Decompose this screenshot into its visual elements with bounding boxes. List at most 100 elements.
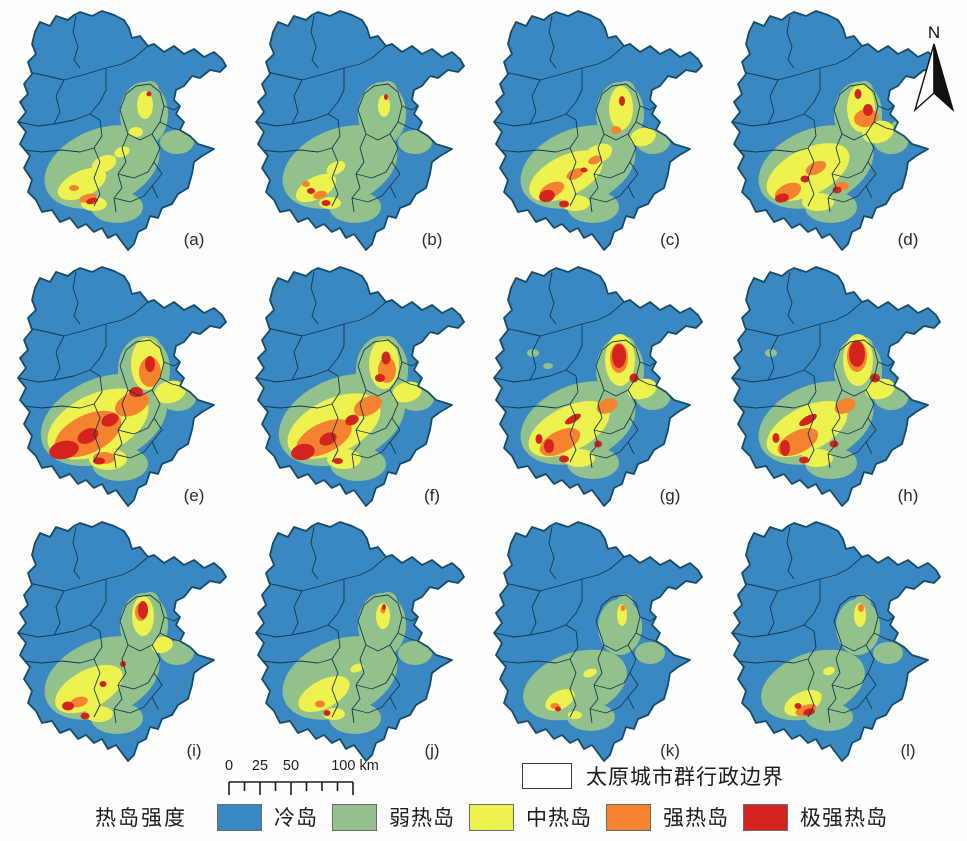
region-outline — [731, 10, 941, 251]
heat-layer-red — [86, 91, 152, 205]
map-panel-f: (f) — [240, 258, 478, 512]
inner-boundaries — [732, 271, 895, 469]
heat-layers — [732, 271, 908, 479]
region-outline — [17, 266, 227, 507]
panel-label-b: (b) — [422, 230, 443, 249]
map-panel-g: (g) — [478, 258, 716, 512]
scale-tick-0: 0 — [225, 758, 233, 774]
map-panel-c: (c) — [478, 2, 716, 256]
heat-blob — [583, 668, 597, 678]
scale-tick-50: 50 — [283, 758, 299, 774]
heat-blob — [794, 703, 802, 709]
heat-blob — [619, 96, 625, 106]
heat-layer-red — [49, 356, 155, 465]
heat-blob — [539, 189, 555, 203]
heat-layers — [256, 271, 434, 481]
heat-blob — [398, 130, 432, 154]
heat-layers — [18, 526, 194, 734]
heat-blob — [114, 146, 130, 158]
north-arrow-right-half — [933, 43, 955, 113]
legend-entry-weak-heat-island: 弱热岛 — [318, 802, 455, 832]
heat-blob — [765, 349, 777, 357]
heat-blob — [86, 197, 98, 205]
heat-layer-red — [772, 341, 880, 464]
heat-island-legend: 热岛强度 冷岛 弱热岛 中热岛 强热岛 极强热岛 — [95, 800, 888, 834]
heat-blob — [862, 120, 894, 144]
region-outline — [493, 266, 703, 507]
map-svg-h: (h) — [731, 266, 941, 507]
heat-blob — [77, 428, 99, 444]
inner-boundaries — [494, 15, 657, 213]
map-svg-j: (j) — [255, 521, 465, 762]
inner-boundaries — [256, 526, 419, 724]
heat-blob — [93, 457, 105, 465]
heat-blob — [398, 641, 432, 665]
map-svg-a: (a) — [17, 10, 227, 251]
heat-blob — [307, 188, 315, 194]
region-outline — [493, 10, 703, 251]
heat-blob — [295, 173, 337, 203]
heat-blob — [620, 605, 626, 611]
heat-blob — [609, 86, 633, 130]
heat-blob — [588, 155, 602, 165]
panel-label-i: (i) — [186, 741, 201, 760]
panel-label-h: (h) — [898, 486, 919, 505]
heat-blob — [801, 449, 833, 467]
legend-entry-extreme-heat-island: 极强热岛 — [729, 802, 888, 832]
inner-boundaries — [18, 271, 181, 469]
panel-label-g: (g) — [660, 486, 681, 505]
region-outline — [731, 521, 941, 762]
inner-boundaries — [256, 15, 419, 213]
legend-label-extreme-heat-island: 极强热岛 — [800, 807, 888, 830]
heat-layer-red — [539, 96, 625, 208]
heat-blob — [780, 440, 790, 456]
map-svg-i: (i) — [17, 521, 227, 762]
panel-label-d: (d) — [898, 230, 919, 249]
heat-blob — [854, 89, 862, 99]
heat-blob — [323, 710, 331, 716]
region-outline — [731, 266, 941, 507]
map-svg-d: (d) — [731, 10, 941, 251]
legend-entry-cold-island: 冷岛 — [203, 802, 318, 832]
heat-blob — [382, 604, 386, 610]
map-svg-g: (g) — [493, 266, 703, 507]
heat-blob — [627, 378, 657, 400]
heat-layer-orange — [302, 181, 327, 200]
scale-bar: 0 25 50 100 km — [225, 758, 379, 795]
panel-label-e: (e) — [184, 486, 205, 505]
heat-blob — [580, 167, 588, 173]
heat-layers — [732, 15, 915, 223]
inner-boundaries — [18, 15, 181, 213]
heat-layer-red — [323, 604, 386, 716]
region-outline — [255, 266, 465, 507]
heat-blob — [151, 636, 173, 654]
heat-blob — [145, 356, 155, 372]
scale-bar-line — [228, 781, 354, 795]
map-panel-l: (l) — [716, 513, 954, 767]
region-outline — [255, 10, 465, 251]
heat-blob — [611, 126, 621, 134]
heat-blob — [873, 642, 903, 664]
heat-blob — [345, 414, 359, 426]
heat-blob — [99, 681, 107, 687]
heat-blob — [596, 398, 618, 414]
legend-label-cold-island: 冷岛 — [274, 807, 318, 830]
heat-blob — [823, 666, 835, 676]
panel-label-a: (a) — [184, 230, 205, 249]
heat-blob — [800, 175, 810, 183]
heat-blob — [630, 127, 656, 147]
heat-blob — [381, 351, 391, 365]
heat-blob — [91, 191, 143, 223]
legend-swatch-medium-heat-island — [469, 803, 514, 831]
scale-tick-100: 100 km — [331, 758, 379, 774]
heat-blob — [392, 381, 422, 403]
map-svg-l: (l) — [731, 521, 941, 762]
heat-blob — [775, 193, 789, 203]
heat-blob — [85, 706, 113, 722]
legend-label-strong-heat-island: 强热岛 — [663, 807, 729, 830]
map-panel-e: (e) — [2, 258, 240, 512]
legend-entry-medium-heat-island: 中热岛 — [455, 802, 592, 832]
heat-blob — [565, 413, 581, 425]
heat-blob — [146, 91, 152, 97]
